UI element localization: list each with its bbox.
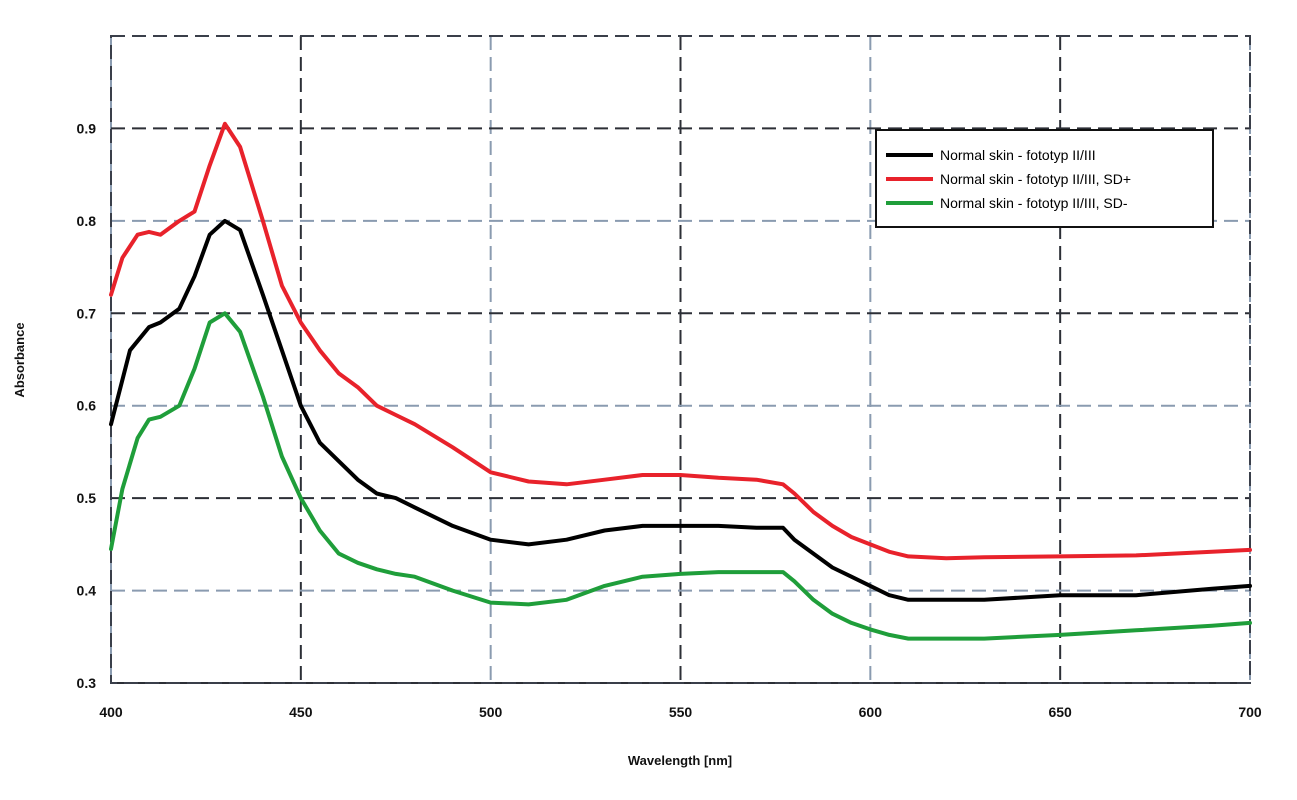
y-tick-label: 0.4: [77, 583, 97, 599]
y-tick-label: 0.7: [77, 305, 97, 321]
x-axis-title: Wavelength [nm]: [628, 753, 732, 768]
x-tick-label: 500: [479, 704, 503, 720]
y-tick-label: 0.5: [77, 490, 97, 506]
y-tick-label: 0.9: [77, 120, 97, 136]
legend: Normal skin - fototyp II/III Normal skin…: [875, 129, 1214, 228]
x-tick-label: 550: [669, 704, 693, 720]
series-line-2: [109, 311, 1252, 641]
series-line-1: [109, 121, 1252, 561]
tick-labels: 400 450 500 550 600 650 700 0.3 0.4 0.5 0.6 0.7 0.8 0…: [77, 120, 1262, 720]
y-axis-title: Absorbance: [12, 322, 27, 397]
plot-frame: [110, 35, 1251, 684]
x-tick-label: 650: [1048, 704, 1072, 720]
series-lines: [109, 121, 1252, 641]
x-tick-label: 700: [1238, 704, 1262, 720]
legend-label-sd-minus: Normal skin - fototyp II/III, SD-: [940, 195, 1128, 211]
series-line-0: [109, 218, 1252, 602]
y-tick-label: 0.3: [77, 675, 97, 691]
x-tick-label: 400: [99, 704, 123, 720]
y-tick-label: 0.6: [77, 398, 97, 414]
x-tick-label: 450: [289, 704, 313, 720]
legend-label-sd-plus: Normal skin - fototyp II/III, SD+: [940, 171, 1131, 187]
y-tick-label: 0.8: [77, 213, 97, 229]
legend-label-normal: Normal skin - fototyp II/III: [940, 147, 1096, 163]
x-tick-label: 600: [859, 704, 883, 720]
